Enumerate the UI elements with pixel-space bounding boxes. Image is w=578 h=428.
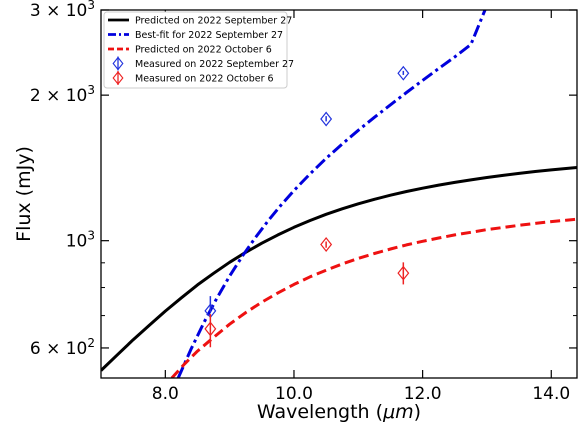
y-axis-title: Flux (mJy) bbox=[13, 146, 35, 242]
legend-label-2: Predicted on 2022 October 6 bbox=[135, 45, 272, 56]
measured-points bbox=[204, 65, 410, 348]
legend-label-4: Measured on 2022 October 6 bbox=[135, 74, 274, 85]
series-line-2 bbox=[170, 217, 577, 378]
legend-box bbox=[103, 11, 288, 89]
y-tick-label: 103 bbox=[66, 229, 95, 252]
series-curves bbox=[101, 10, 577, 378]
x-axis-title: Wavelength (μm) bbox=[257, 401, 421, 423]
series-line-1 bbox=[176, 10, 487, 378]
measured-point-4 bbox=[397, 265, 410, 281]
x-tick-label: 14.0 bbox=[532, 384, 570, 404]
legend-marker-3 bbox=[112, 56, 124, 71]
x-tick-label: 10.0 bbox=[275, 384, 313, 404]
legend-label-0: Predicted on 2022 September 27 bbox=[135, 16, 292, 27]
y-tick-label: 3 × 103 bbox=[30, 0, 95, 21]
measured-point-3 bbox=[320, 111, 333, 127]
axes: 8.0 10.0 12.0 14.0 6 × 102 103 2 × 103 3 × 103 bbox=[30, 0, 577, 404]
legend-marker-4 bbox=[112, 71, 124, 85]
measured-point-4 bbox=[320, 237, 333, 252]
plot-frame bbox=[100, 9, 578, 379]
series-line-0 bbox=[101, 166, 577, 372]
y-tick-label: 2 × 103 bbox=[30, 83, 95, 106]
x-tick-label: 12.0 bbox=[404, 384, 442, 404]
legend: Predicted on 2022 September 27 Best-fit f… bbox=[103, 11, 294, 89]
measured-point-3 bbox=[397, 65, 410, 81]
measured-point-4 bbox=[204, 321, 217, 337]
legend-label-1: Best-fit for 2022 September 27 bbox=[135, 30, 283, 41]
y-tick-label: 6 × 102 bbox=[30, 336, 95, 359]
legend-label-3: Measured on 2022 September 27 bbox=[135, 59, 294, 70]
x-tick-label: 8.0 bbox=[152, 384, 179, 404]
